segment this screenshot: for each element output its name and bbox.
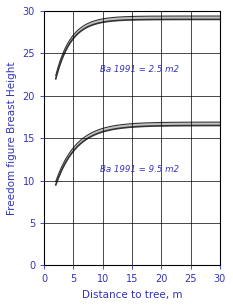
Text: Ba 1991 = 2.5 m2: Ba 1991 = 2.5 m2 xyxy=(100,65,179,74)
Text: Ba 1991 = 9.5 m2: Ba 1991 = 9.5 m2 xyxy=(100,165,179,174)
Y-axis label: Freedom figure Breast Height: Freedom figure Breast Height xyxy=(7,61,17,215)
X-axis label: Distance to tree, m: Distance to tree, m xyxy=(82,290,182,300)
